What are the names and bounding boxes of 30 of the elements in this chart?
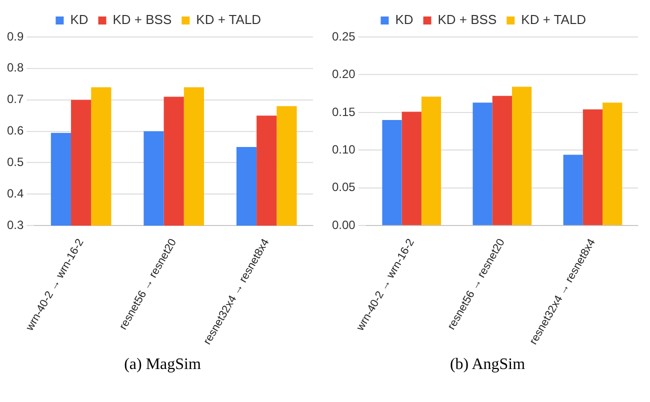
legend-label: KD + TALD	[521, 12, 586, 28]
y-tick-label: 0.10	[332, 142, 356, 156]
y-tick-label: 0.05	[332, 180, 356, 194]
legend-label: KD	[70, 12, 88, 28]
bar	[382, 120, 402, 226]
y-tick-label: 0.00	[332, 218, 356, 232]
bar	[563, 154, 583, 226]
bar	[421, 96, 442, 226]
legend-label: KD + BSS	[112, 12, 172, 28]
y-tick-label: 0.7	[6, 92, 24, 106]
bar	[512, 86, 532, 226]
bar	[472, 102, 492, 226]
y-tick-label: 0.5	[6, 155, 24, 170]
y-tick-label: 0.25	[332, 29, 356, 44]
y-tick-label: 0.15	[332, 104, 356, 119]
legend-label: KD + TALD	[196, 12, 262, 28]
text: (a) MagSim	[124, 356, 201, 374]
bar	[492, 96, 512, 226]
y-tick-label: 0.6	[6, 124, 24, 138]
legend-label: KD	[395, 12, 414, 28]
bar	[582, 109, 603, 226]
legend-label: KD + BSS	[438, 12, 497, 28]
y-tick-label: 0.20	[332, 67, 356, 82]
text: (b) AngSim	[450, 356, 526, 374]
bar	[602, 102, 622, 226]
y-tick-label: 0.9	[6, 29, 24, 44]
y-tick-label: 0.4	[6, 186, 24, 200]
y-tick-label: 0.3	[6, 218, 24, 232]
y-tick-label: 0.8	[6, 60, 24, 75]
bar	[402, 112, 422, 226]
